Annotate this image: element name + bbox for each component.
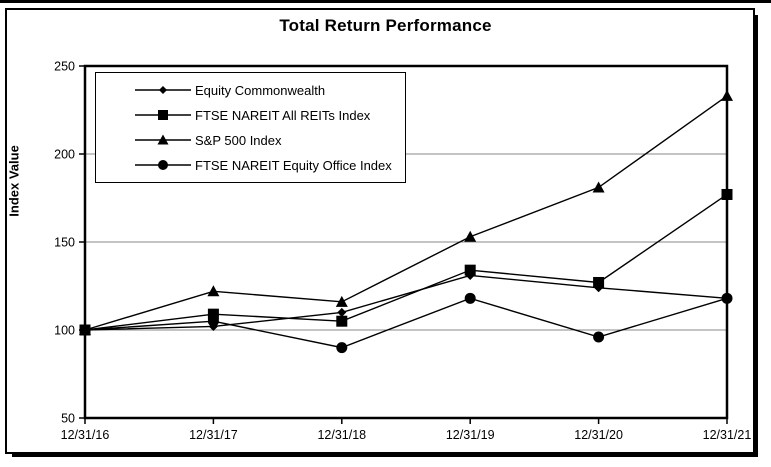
legend-swatch-marker [158, 110, 168, 120]
data-point-ftse-nareit-all-reits-index [464, 264, 476, 276]
legend-item-s-p-500-index: S&P 500 Index [134, 132, 405, 148]
y-tick-label: 150 [54, 236, 75, 250]
chart-frame [5, 8, 755, 454]
x-tick-label: 12/31/16 [61, 428, 110, 442]
series-line-s-p-500-index [84, 95, 728, 331]
x-tick-label: 12/31/17 [189, 428, 238, 442]
data-point-ftse-nareit-equity-office-index [464, 292, 476, 304]
legend-swatch-marker [157, 134, 169, 145]
data-point-ftse-nareit-equity-office-index [721, 292, 733, 304]
data-point-ftse-nareit-equity-office-index [207, 315, 219, 327]
data-point-ftse-nareit-equity-office-index [593, 331, 605, 343]
x-tick-label: 12/31/19 [446, 428, 495, 442]
chart-title: Total Return Performance [279, 16, 492, 35]
diamond-marker-swatch-icon [135, 86, 191, 94]
series-line-equity-commonwealth [84, 274, 728, 331]
y-tick-label: 100 [54, 324, 75, 338]
series-line-ftse-nareit-equity-office-index [84, 297, 728, 349]
square-marker-swatch-icon [135, 110, 191, 120]
data-point-ftse-nareit-equity-office-index [79, 324, 91, 336]
data-point-s-p-500-index [207, 285, 220, 297]
x-tick-label: 12/31/18 [317, 428, 366, 442]
data-point-s-p-500-index [335, 295, 348, 307]
data-point-ftse-nareit-all-reits-index [593, 276, 605, 288]
data-point-s-p-500-index [464, 230, 477, 242]
data-point-ftse-nareit-equity-office-index [336, 342, 348, 354]
x-tick-label: 12/31/21 [703, 428, 752, 442]
legend-label: FTSE NAREIT Equity Office Index [195, 157, 392, 173]
x-tick-label: 12/31/20 [574, 428, 623, 442]
triangle-marker-swatch-icon [135, 134, 191, 145]
legend-label: FTSE NAREIT All REITs Index [195, 107, 371, 123]
data-point-ftse-nareit-all-reits-index [336, 315, 348, 327]
top-border-line [0, 0, 771, 3]
y-tick-label: 200 [54, 148, 75, 162]
legend-item-ftse-nareit-equity-office-index: FTSE NAREIT Equity Office Index [134, 157, 405, 173]
legend-item-ftse-nareit-all-reits-index: FTSE NAREIT All REITs Index [134, 107, 405, 123]
legend-item-equity-commonwealth: Equity Commonwealth [134, 82, 405, 98]
data-point-equity-commonwealth [337, 307, 347, 317]
legend-label: Equity Commonwealth [195, 82, 326, 98]
legend-swatch-marker [158, 160, 168, 170]
y-axis-title: Index Value [6, 145, 22, 217]
data-point-s-p-500-index [721, 89, 733, 101]
y-tick-label: 250 [54, 60, 75, 74]
y-tick-label: 50 [61, 412, 75, 426]
legend: Equity Commonwealth FTSE NAREIT All REITs… [95, 72, 406, 183]
legend-swatch-marker [159, 86, 167, 94]
circle-marker-swatch-icon [135, 160, 191, 170]
legend-label: S&P 500 Index [195, 132, 282, 148]
data-point-s-p-500-index [592, 181, 605, 193]
data-point-ftse-nareit-all-reits-index [721, 188, 733, 200]
data-point-ftse-nareit-all-reits-index [207, 308, 219, 320]
series-line-ftse-nareit-all-reits-index [84, 193, 728, 331]
